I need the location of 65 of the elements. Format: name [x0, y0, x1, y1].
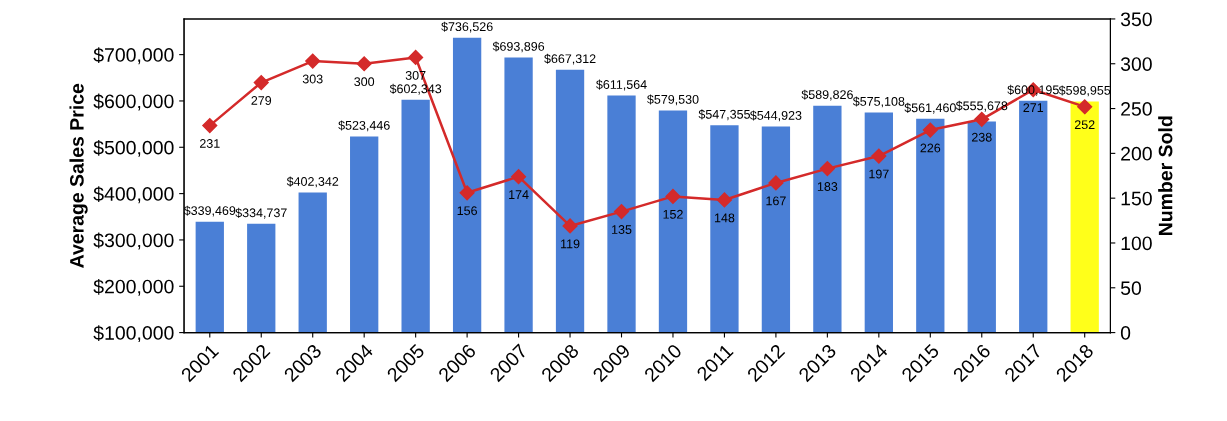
point [408, 49, 424, 66]
y2-tick-label: 200 [1121, 146, 1152, 161]
y-tick-label: $300,000 [93, 232, 174, 250]
y2-tick-label: 0 [1120, 326, 1131, 340]
data-label: $579,530 [647, 94, 699, 106]
y-tick-label: $400,000 [93, 186, 174, 204]
y-tick-label: $200,000 [93, 278, 174, 296]
y2-axis-title: Number Sold [1158, 116, 1173, 235]
data-label: 238 [971, 132, 992, 142]
data-label: 279 [251, 96, 272, 105]
y-tick-label: $600,000 [93, 93, 174, 111]
y2-tick-label: 350 [1120, 12, 1152, 27]
point [716, 192, 733, 208]
data-label: 135 [612, 225, 632, 234]
y2-tick-label: 300 [1120, 57, 1152, 71]
point [819, 161, 835, 177]
data-label: $334,737 [235, 207, 287, 219]
data-label: $561,460 [904, 102, 956, 114]
point [202, 118, 218, 134]
data-label: $575,108 [852, 96, 905, 108]
point [511, 169, 527, 185]
data-label: 148 [714, 213, 735, 223]
data-label: 300 [354, 77, 375, 87]
y2-tick-label: 150 [1121, 191, 1152, 206]
data-label: 271 [1023, 103, 1044, 112]
data-label: $598,955 [1058, 85, 1111, 97]
data-label: $547,355 [698, 109, 750, 121]
point [613, 204, 630, 220]
data-label: 156 [457, 206, 477, 216]
data-label: $523,446 [338, 120, 390, 132]
data-label: 119 [561, 239, 580, 249]
point [665, 188, 681, 204]
data-label: $667,312 [544, 53, 596, 65]
data-label: 231 [199, 139, 220, 148]
data-label: $589,826 [801, 89, 853, 101]
y-tick-label: $500,000 [93, 139, 174, 157]
y2-tick-label: 100 [1121, 236, 1152, 251]
data-label: 167 [766, 196, 786, 206]
y-tick-label: $100,000 [93, 325, 174, 343]
point [871, 148, 887, 164]
y-tick-label: $700,000 [93, 47, 174, 65]
y2-tick-label: 50 [1120, 281, 1142, 296]
data-label: 303 [302, 74, 323, 84]
data-label: 252 [1074, 120, 1095, 130]
y-axis-title: Average Sales Price [69, 83, 88, 268]
data-label: $736,526 [441, 21, 493, 33]
point [1077, 99, 1093, 115]
data-label: $402,342 [286, 176, 339, 188]
data-label: $544,923 [749, 110, 802, 122]
point [305, 53, 321, 69]
point [974, 111, 990, 127]
point [562, 218, 578, 234]
point [459, 185, 475, 201]
point [253, 75, 269, 91]
point [768, 175, 784, 191]
data-label: $693,896 [492, 41, 545, 53]
point [356, 56, 372, 72]
point [922, 122, 938, 138]
data-label: 174 [509, 190, 529, 199]
data-label: 152 [663, 209, 683, 219]
y2-tick-label: 250 [1121, 102, 1152, 116]
data-label: 183 [817, 182, 838, 191]
data-label: $611,564 [596, 79, 647, 91]
data-label: 197 [869, 169, 889, 179]
data-label: 226 [920, 143, 941, 153]
